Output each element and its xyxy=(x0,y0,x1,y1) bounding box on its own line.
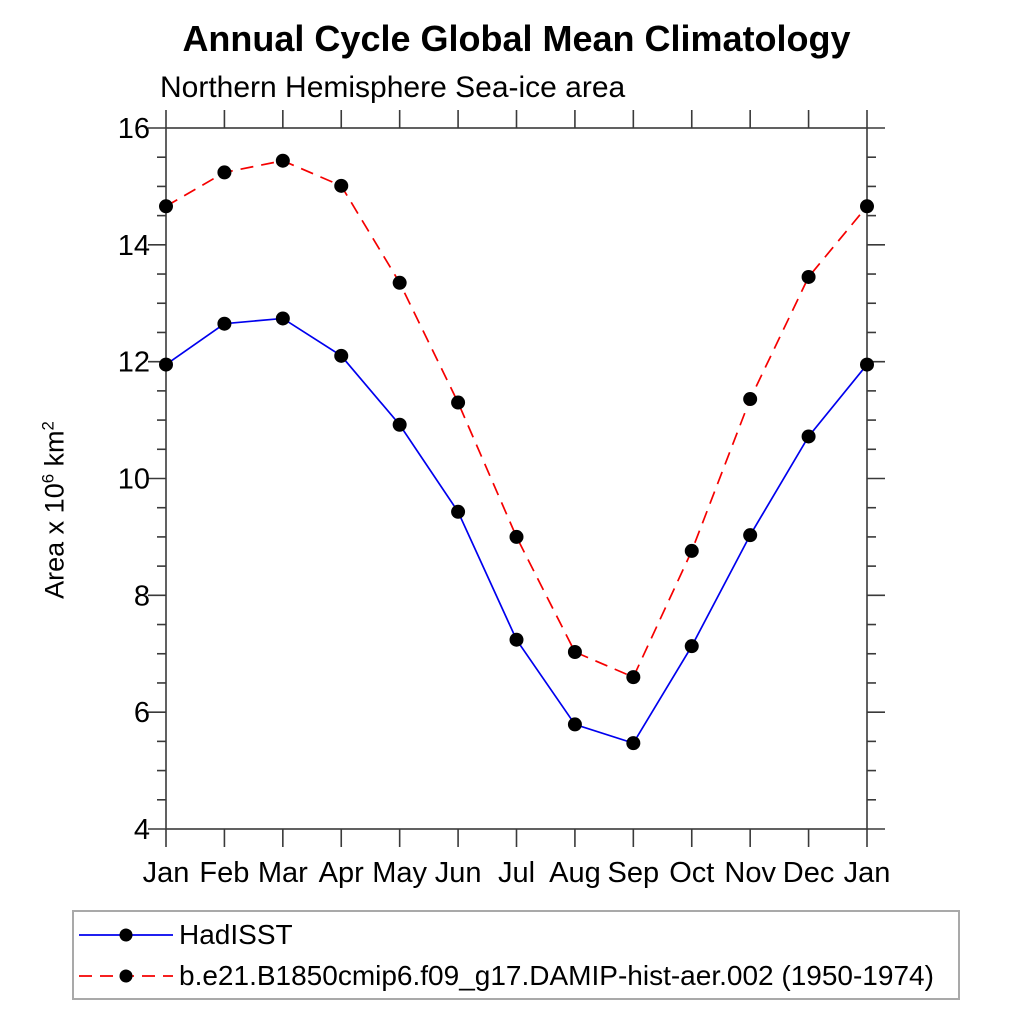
x-tick-label: Dec xyxy=(783,857,835,889)
data-point-marker xyxy=(626,670,641,685)
y-tick-label: 14 xyxy=(118,230,150,262)
legend-sample-dashed-line xyxy=(79,969,173,982)
x-tick-label: Apr xyxy=(319,857,364,889)
legend-sample-solid-line xyxy=(79,928,173,941)
legend-marker-icon xyxy=(119,969,133,982)
data-point-marker xyxy=(275,311,290,326)
legend-entry: HadISST xyxy=(74,914,958,955)
chart-subtitle: Northern Hemisphere Sea-ice area xyxy=(160,71,626,104)
data-point-marker xyxy=(217,165,232,180)
data-point-marker xyxy=(334,178,349,193)
data-point-marker xyxy=(743,392,758,407)
legend-entry: b.e21.B1850cmip6.f09_g17.DAMIP-hist-aer.… xyxy=(74,955,958,996)
data-point-marker xyxy=(684,543,699,558)
data-point-marker xyxy=(392,275,407,290)
chart-title: Annual Cycle Global Mean Climatology xyxy=(182,18,851,59)
data-point-marker xyxy=(392,417,407,432)
y-tick-label: 6 xyxy=(134,697,150,729)
y-tick-label: 12 xyxy=(118,347,150,379)
y-tick-label: 16 xyxy=(118,113,150,145)
data-point-marker xyxy=(275,153,290,168)
x-tick-label: Aug xyxy=(549,857,601,889)
data-point-marker xyxy=(159,199,173,214)
legend-marker-icon xyxy=(119,928,133,941)
x-tick-label: Mar xyxy=(258,857,308,889)
axis-frame xyxy=(165,127,868,830)
x-tick-label: May xyxy=(372,857,427,889)
y-tick-label: 4 xyxy=(134,814,150,846)
data-point-marker xyxy=(509,632,524,647)
data-point-marker xyxy=(801,429,816,444)
data-point-marker xyxy=(509,529,524,544)
y-tick-label: 8 xyxy=(134,580,150,612)
x-tick-label: Jan xyxy=(844,857,891,889)
data-point-marker xyxy=(567,644,582,659)
data-point-marker xyxy=(684,639,699,654)
x-tick-label: Jan xyxy=(143,857,190,889)
y-tick-label: 10 xyxy=(118,464,150,496)
data-point-marker xyxy=(217,316,232,331)
data-point-marker xyxy=(860,357,874,372)
data-point-marker xyxy=(743,528,758,543)
data-point-marker xyxy=(334,348,349,363)
x-tick-label: Jul xyxy=(498,857,535,889)
data-point-marker xyxy=(451,395,466,410)
x-tick-label: Oct xyxy=(669,857,714,889)
data-point-marker xyxy=(626,736,641,751)
x-tick-label: Feb xyxy=(199,857,249,889)
data-point-marker xyxy=(567,717,582,732)
data-point-marker xyxy=(860,199,874,214)
x-tick-label: Jun xyxy=(435,857,482,889)
legend-label: HadISST xyxy=(179,918,293,950)
x-tick-label: Sep xyxy=(608,857,660,889)
series-line-dashed xyxy=(165,159,868,679)
legend-label: b.e21.B1850cmip6.f09_g17.DAMIP-hist-aer.… xyxy=(179,959,934,991)
data-point-marker xyxy=(451,504,466,519)
data-point-marker xyxy=(801,269,816,284)
x-tick-label: Nov xyxy=(724,857,776,889)
data-point-marker xyxy=(159,357,173,372)
legend-box: HadISST b.e21.B1850cmip6.f09_g17.DAMIP-hi… xyxy=(72,910,960,1000)
